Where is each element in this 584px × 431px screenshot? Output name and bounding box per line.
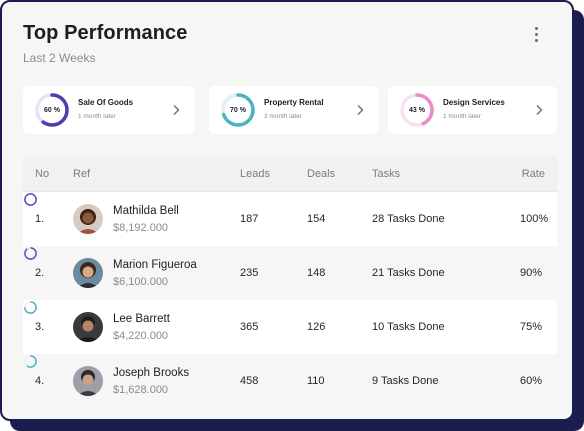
chevron-right-icon (536, 105, 543, 115)
card-subtitle: Last 2 Weeks (23, 51, 96, 65)
person-name: Joseph Brooks (113, 367, 190, 379)
stat-card-property-rental[interactable]: 70 % Property Rental 3 month later (209, 86, 378, 134)
leads-value: 365 (240, 321, 259, 333)
card-title: Top Performance (23, 22, 188, 44)
rate-ring-icon (24, 247, 37, 260)
table-row[interactable]: 2. Marion Figueroa $6,100.000 235 148 21… (23, 246, 557, 300)
table-row[interactable]: 1. Mathilda Bell $8,192.000 187 154 28 T… (23, 192, 557, 246)
column-header-leads: Leads (240, 168, 270, 180)
column-header-tasks: Tasks (372, 168, 401, 180)
rate-ring-icon (24, 301, 37, 314)
stat-percent: 60 % (44, 106, 60, 114)
leads-value: 458 (240, 375, 259, 387)
stat-card-design-services[interactable]: 43 % Design Services 1 month later (388, 86, 557, 134)
rate-ring-icon (24, 193, 37, 206)
deals-value: 126 (307, 321, 326, 333)
column-header-deals: Deals (307, 168, 336, 180)
stat-name: Sale Of Goods (78, 98, 134, 107)
column-header-no: No (35, 168, 50, 180)
tasks-value: 9 Tasks Done (372, 375, 439, 387)
stat-percent: 43 % (409, 106, 425, 114)
chevron-right-icon (357, 105, 364, 115)
leads-value: 235 (240, 267, 259, 279)
tasks-value: 21 Tasks Done (372, 267, 445, 279)
progress-ring-icon (400, 93, 434, 127)
person-amount: $6,100.000 (113, 276, 169, 288)
person-amount: $1,628.000 (113, 384, 169, 396)
rate-value: 90% (520, 267, 543, 279)
stat-name: Property Rental (264, 98, 324, 107)
table-row[interactable]: 4. Joseph Brooks $1,628.000 458 110 9 Ta… (23, 354, 557, 408)
deals-value: 154 (307, 213, 326, 225)
column-header-ref: Ref (73, 168, 91, 180)
table-header: No Ref Leads Deals Tasks Rate (23, 156, 557, 192)
rate-value: 75% (520, 321, 543, 333)
progress-ring-icon (221, 93, 255, 127)
rate-value: 60% (520, 375, 543, 387)
person-name: Lee Barrett (113, 313, 170, 325)
person-amount: $8,192.000 (113, 222, 169, 234)
top-performance-card: Top Performance Last 2 Weeks 60 % Sale O… (0, 0, 574, 421)
row-number: 3. (35, 321, 45, 333)
avatar (73, 366, 103, 396)
person-name: Marion Figueroa (113, 259, 197, 271)
stat-sub: 1 month later (443, 113, 481, 120)
leads-value: 187 (240, 213, 259, 225)
stat-sub: 1 month later (78, 113, 116, 120)
performance-table: No Ref Leads Deals Tasks Rate 1. Mathild… (23, 156, 557, 408)
table-row[interactable]: 3. Lee Barrett $4,220.000 365 126 10 Tas… (23, 300, 557, 354)
row-number: 1. (35, 213, 45, 225)
stat-sub: 3 month later (264, 113, 302, 120)
person-name: Mathilda Bell (113, 205, 179, 217)
stat-percent: 70 % (230, 106, 246, 114)
chevron-right-icon (173, 105, 180, 115)
tasks-value: 10 Tasks Done (372, 321, 445, 333)
stat-name: Design Services (443, 98, 505, 107)
column-header-rate: Rate (521, 168, 545, 180)
person-amount: $4,220.000 (113, 330, 169, 342)
avatar (73, 312, 103, 342)
rate-value: 100% (520, 213, 549, 225)
row-number: 4. (35, 375, 45, 387)
more-vertical-icon[interactable] (528, 24, 544, 44)
avatar (73, 258, 103, 288)
tasks-value: 28 Tasks Done (372, 213, 445, 225)
stat-card-sale-of-goods[interactable]: 60 % Sale Of Goods 1 month later (23, 86, 194, 134)
deals-value: 148 (307, 267, 326, 279)
deals-value: 110 (307, 375, 325, 387)
rate-ring-icon (24, 355, 37, 368)
avatar (73, 204, 103, 234)
progress-ring-icon (35, 93, 69, 127)
row-number: 2. (35, 267, 45, 279)
